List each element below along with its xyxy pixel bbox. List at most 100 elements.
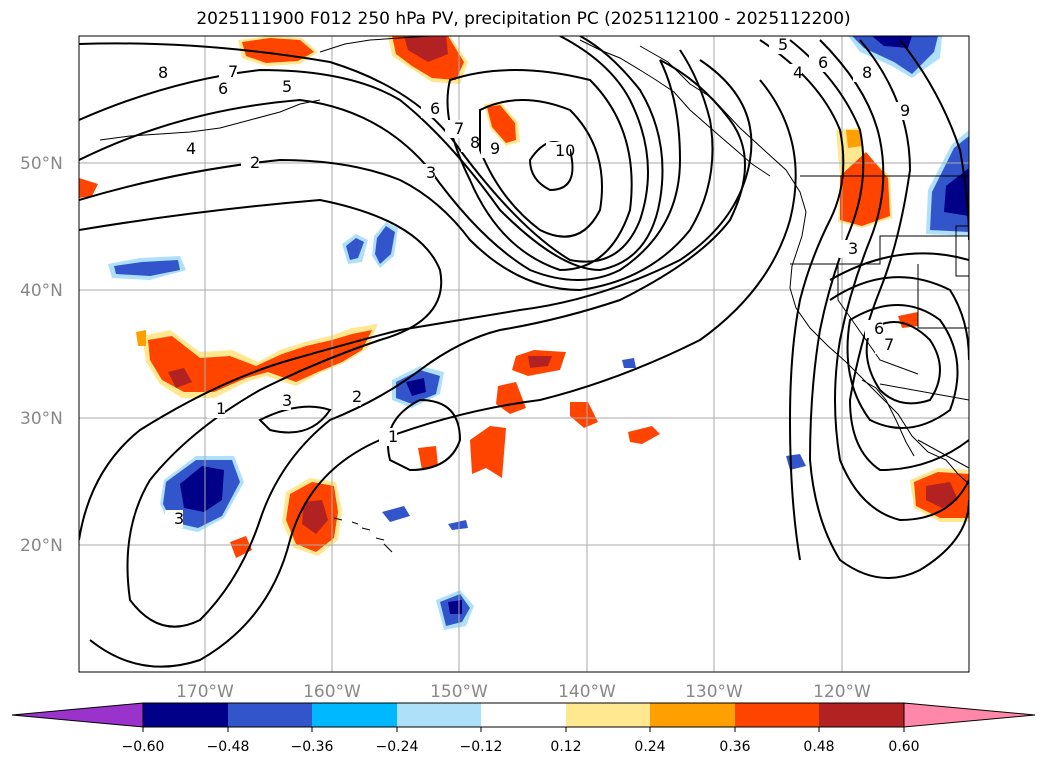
pv-contour-line [829,252,969,281]
colorbar-outline [142,702,905,728]
lon-label-170w: 170°W [176,682,234,702]
lat-label-50: 50°N [20,154,63,174]
pv-contour-line [819,39,969,522]
graticule [79,36,969,672]
positive-anomaly-region [840,152,890,226]
contour-label-background [546,142,570,160]
pv-contour-line [899,39,969,241]
colorbar-segment [143,703,228,727]
negative-anomaly-region [382,506,410,522]
pv-contour-label: 6 [874,319,884,338]
pv-contour-label: 3 [282,391,292,410]
pv-contour-line [79,36,664,272]
precipitation-anomaly-layer [79,36,969,630]
pv-contour-label: 1 [216,399,226,418]
pv-contour-label: 5 [778,35,788,54]
colorbar: −0.60 −0.48 −0.36 −0.24 −0.12 0.12 0.24 0.36 0.4… [11,702,1036,755]
state-border [837,264,919,375]
pv-contour-line [79,49,714,292]
negative-anomaly-region [622,358,636,368]
colorbar-tick-label: −0.36 [291,739,334,755]
state-border [790,235,969,265]
positive-anomaly-region [528,356,552,368]
negative-anomaly-region [944,168,969,216]
pv-contour-line [846,304,959,429]
positive-anomaly-region [628,426,660,444]
pv-contour-line [89,79,797,668]
colorbar-ticks: −0.60 −0.48 −0.36 −0.24 −0.12 0.12 0.24 0.36 0.4… [122,727,920,755]
state-border [917,439,969,469]
pv-contour-label: 1 [388,427,398,446]
contour-label-background [445,120,463,138]
colorbar-tick-label: 0.36 [719,739,750,755]
positive-anomaly-region [470,426,506,478]
positive-anomaly-region [926,482,958,508]
pv-contour-label: 3 [848,239,858,258]
contour-label-background [769,36,787,54]
alaska-panhandle [579,39,771,177]
contour-label-background [875,336,893,354]
pv-contour-label: 2 [352,387,362,406]
lon-label-160w: 160°W [303,682,361,702]
lon-label-130w: 130°W [685,682,743,702]
colorbar-tick-label: 0.12 [550,739,581,755]
pv-contour-line [79,59,746,628]
map-frame [78,35,970,673]
positive-anomaly-region [846,130,862,148]
contour-label-background [209,80,227,98]
map-title: 2025111900 F012 250 hPa PV, precipitatio… [196,9,851,29]
colorbar-segment [819,703,904,727]
colorbar-tick-label: −0.60 [122,739,165,755]
pv-contour-label: 2 [250,153,260,172]
negative-anomaly-region [375,226,395,264]
pv-contour-label: 6 [430,99,440,118]
contour-label-background [809,54,827,72]
contour-label-background [481,140,499,158]
contour-label-background [273,78,291,96]
lon-label-150w: 150°W [430,682,488,702]
pv-contour-label: 7 [454,119,464,138]
contour-label-background [207,400,225,418]
negative-anomaly-region [406,378,426,396]
latitude-labels: 50°N 40°N 30°N 20°N [20,154,63,556]
contour-label-background [273,392,291,410]
pv-contour-line [79,59,682,281]
colorbar-tick-label: 0.24 [634,739,665,755]
contour-label-background [461,134,479,152]
colorbar-segment [735,703,819,727]
positive-anomaly-region [148,330,372,392]
pv-contour-label: 3 [426,163,436,182]
negative-anomaly-region [852,36,938,74]
pv-contour-label: 8 [158,63,168,82]
negative-anomaly-region [448,520,468,530]
pv-contour-line [258,405,332,434]
negative-anomaly-region [114,260,180,276]
pv-contour-label: 10 [555,141,575,160]
lat-label-30: 30°N [20,409,63,429]
colorbar-tick-label: 0.48 [803,739,834,755]
positive-anomaly-region [168,368,192,388]
colorbar-segment [228,703,312,727]
colorbar-segments [11,702,1036,728]
contour-label-background [865,320,883,338]
pv-contour-label: 6 [218,79,228,98]
contour-label-background [421,100,439,118]
pv-contour-line [446,69,633,272]
colorbar-tick-label: −0.12 [460,739,503,755]
alaska-coastline [319,36,431,53]
aleutian-islands [99,99,321,141]
pv-contour-label: 5 [282,77,292,96]
pv-contour-label: 4 [793,63,803,82]
pv-contour-line [829,276,969,361]
pv-contour-label: 9 [490,139,500,158]
positive-anomaly-region [302,500,328,534]
colorbar-tick-label: −0.24 [376,739,419,755]
coastlines [99,36,969,553]
lon-label-140w: 140°W [558,682,616,702]
pv-contour-line [387,398,462,472]
colorbar-extend-low [11,702,144,728]
pv-contour-label: 3 [174,509,184,528]
lat-label-40: 40°N [20,281,63,301]
positive-anomaly-region [418,446,438,470]
contour-label-background [219,63,237,81]
